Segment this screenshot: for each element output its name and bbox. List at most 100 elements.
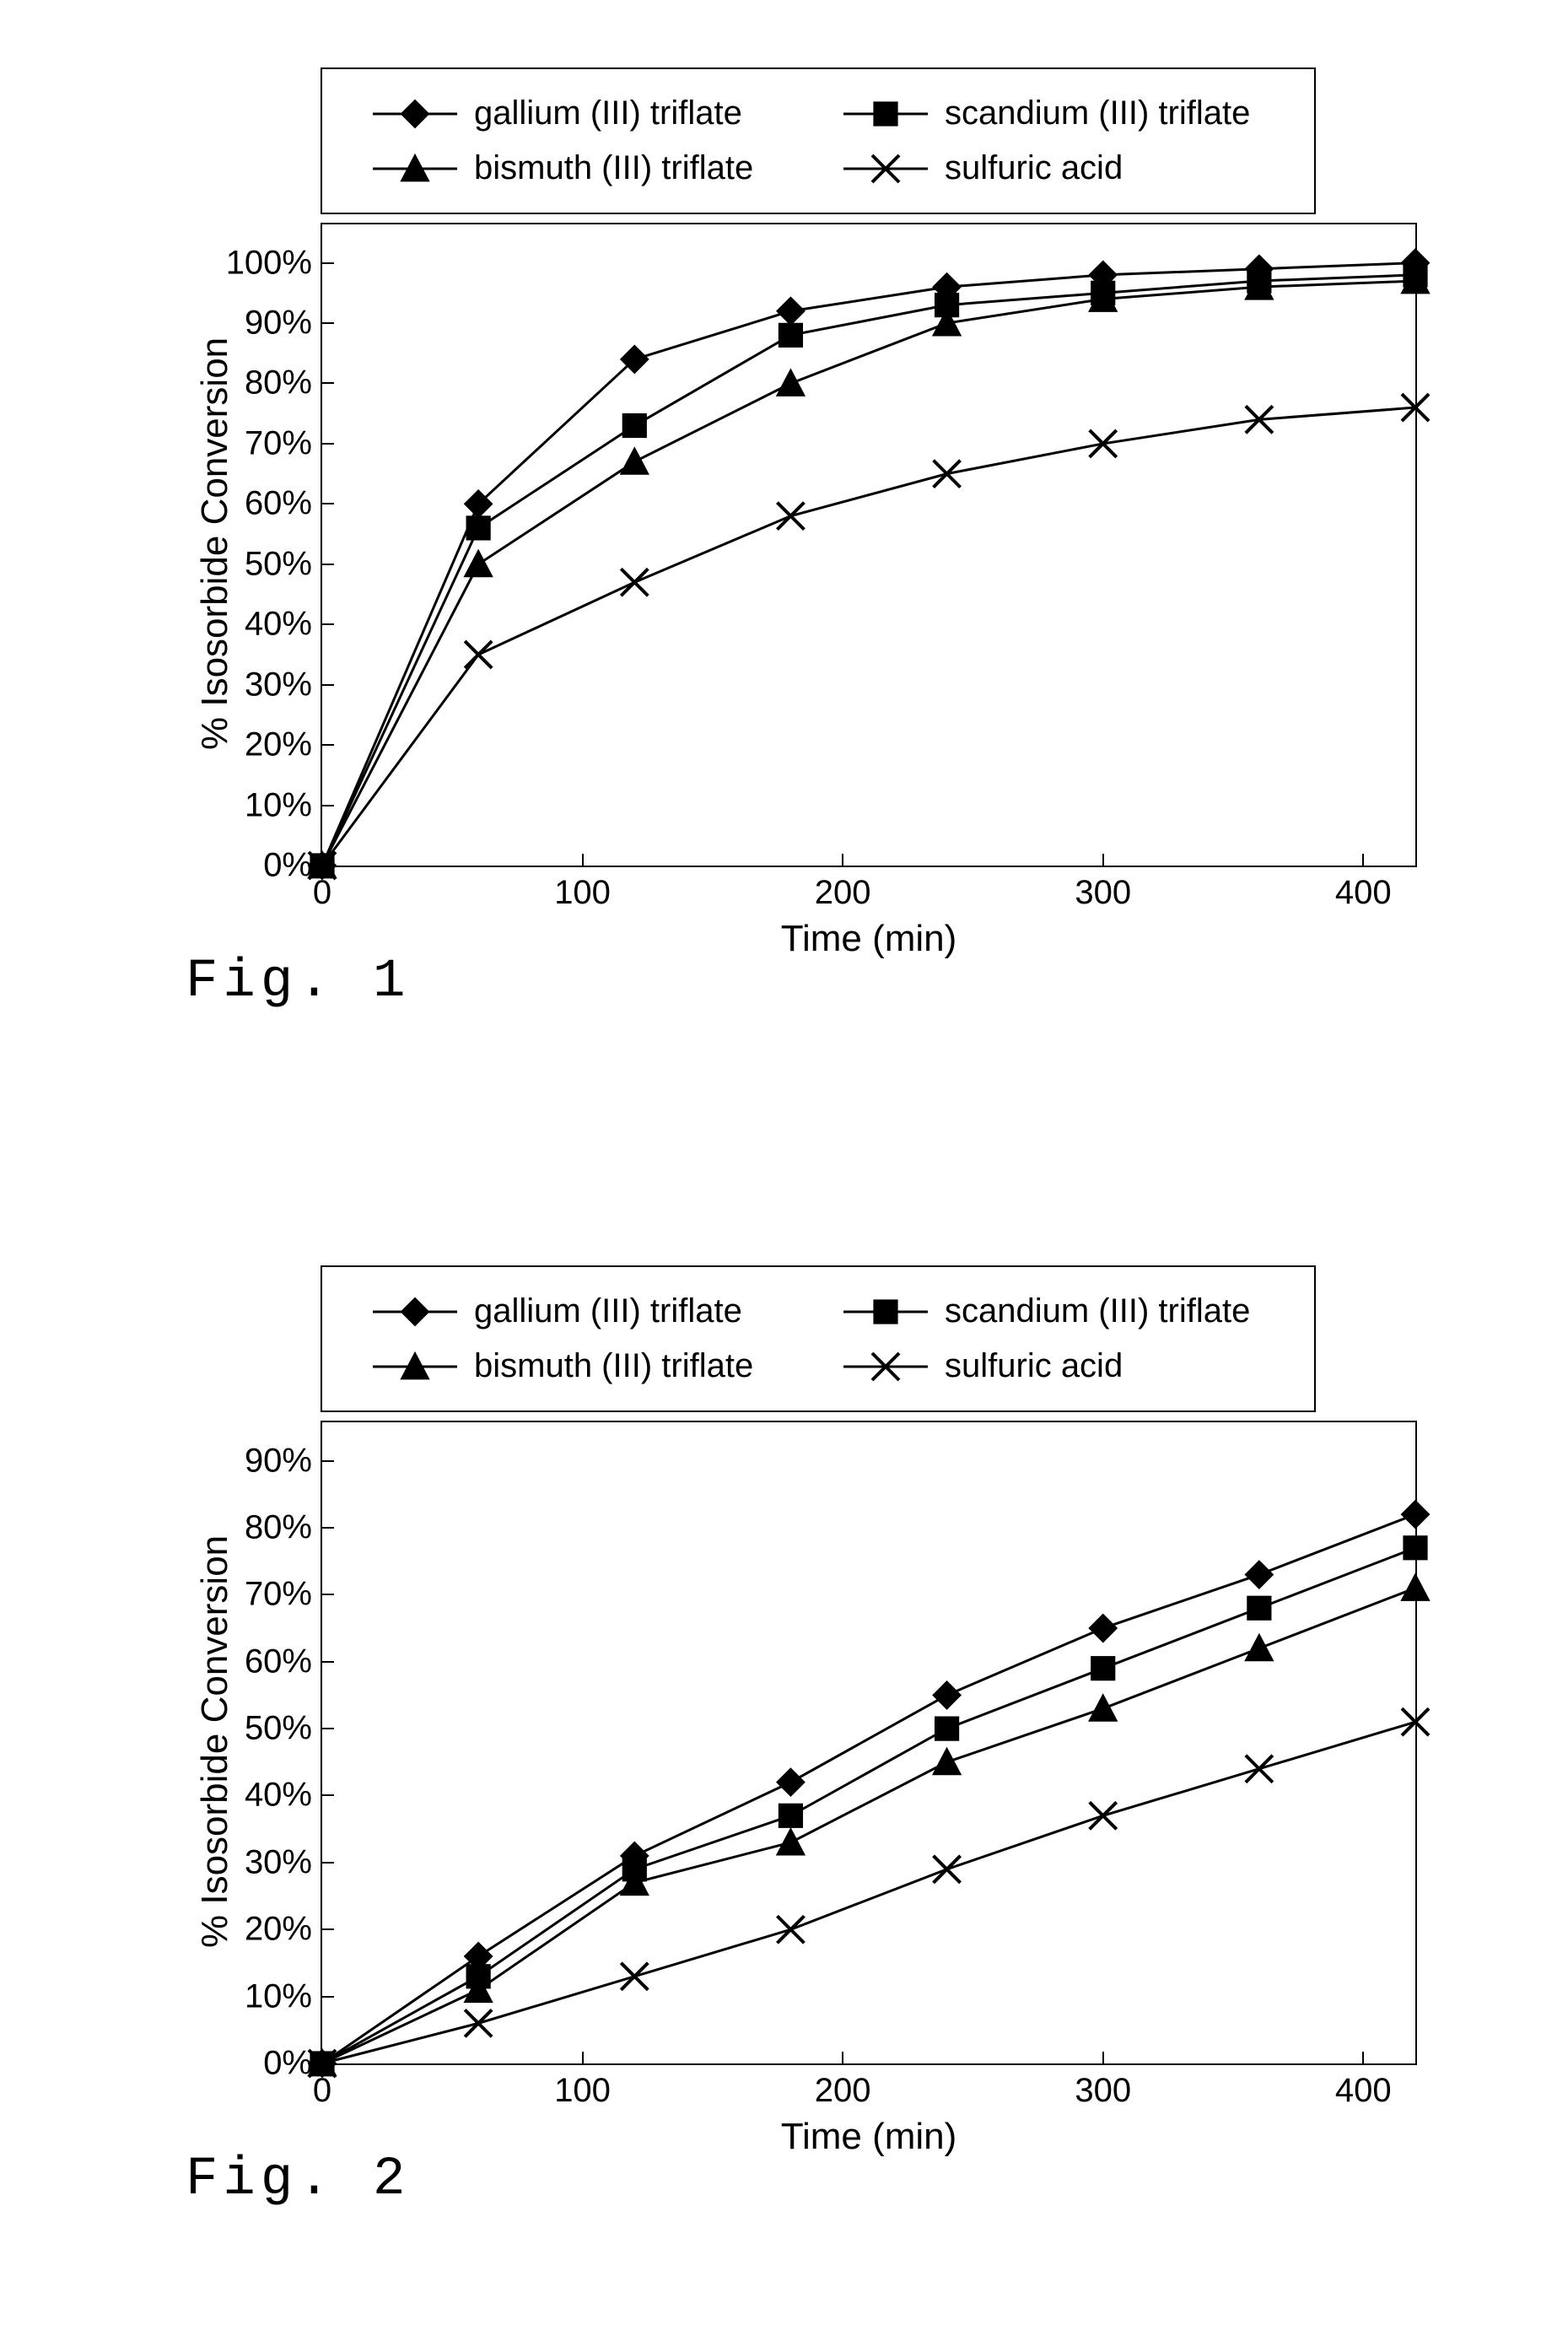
legend-label: scandium (III) triflate [945, 94, 1250, 132]
figure-caption: Fig. 1 [186, 952, 1417, 1012]
series-marker-bismuth [777, 369, 804, 395]
series-marker-sulfuric [465, 2009, 492, 2036]
gallium-marker-icon [373, 1299, 457, 1324]
legend-label: sulfuric acid [945, 1347, 1123, 1385]
y-axis-label: % Isosorbide Conversion [194, 337, 236, 749]
plot-area: 0%10%20%30%40%50%60%70%80%90%01002003004… [321, 1421, 1417, 2065]
y-tick-label: 60% [245, 1642, 312, 1680]
series-marker-bismuth [465, 551, 492, 576]
scandium-marker-icon [843, 1299, 928, 1324]
x-tick-label: 200 [815, 2072, 871, 2110]
y-tick-label: 40% [245, 606, 312, 644]
series-marker-sulfuric [777, 1916, 804, 1943]
y-tick-label: 30% [245, 666, 312, 704]
series-marker-scandium [623, 414, 646, 437]
series-marker-sulfuric [1090, 430, 1117, 457]
series-marker-scandium [1091, 1657, 1114, 1680]
x-tick-label: 400 [1335, 2072, 1392, 2110]
sulfuric-marker-icon [843, 156, 928, 181]
legend: gallium (III) triflate scandium (III) tr… [321, 1265, 1316, 1412]
y-tick-label: 0% [263, 2045, 312, 2083]
y-tick-label: 80% [245, 1508, 312, 1546]
page: gallium (III) triflate scandium (III) tr… [0, 0, 1568, 2341]
y-tick-label: 70% [245, 424, 312, 462]
scandium-marker-icon [843, 101, 928, 127]
sulfuric-marker-icon [843, 1354, 928, 1379]
series-marker-gallium [1090, 1615, 1117, 1642]
series-marker-sulfuric [621, 569, 648, 596]
y-tick-label: 20% [245, 726, 312, 764]
legend-item-bismuth: bismuth (III) triflate [373, 149, 793, 187]
series-marker-sulfuric [777, 503, 804, 530]
legend-label: bismuth (III) triflate [474, 1347, 753, 1385]
legend-label: sulfuric acid [945, 149, 1123, 187]
legend-item-sulfuric: sulfuric acid [843, 1347, 1264, 1385]
y-tick-label: 0% [263, 847, 312, 885]
series-marker-scandium [1247, 1597, 1270, 1620]
y-tick-label: 30% [245, 1843, 312, 1881]
series-marker-bismuth [777, 1829, 804, 1854]
y-tick-label: 90% [245, 305, 312, 343]
series-marker-gallium [777, 298, 804, 325]
y-tick-label: 70% [245, 1576, 312, 1614]
y-tick-label: 10% [245, 786, 312, 824]
figure-1: gallium (III) triflate scandium (III) tr… [152, 67, 1417, 1012]
series-marker-gallium [777, 1769, 804, 1796]
legend-item-sulfuric: sulfuric acid [843, 149, 1264, 187]
figure-2: gallium (III) triflate scandium (III) tr… [152, 1265, 1417, 2210]
series-marker-bismuth [1402, 1574, 1429, 1599]
legend-item-scandium: scandium (III) triflate [843, 1292, 1264, 1330]
series-marker-sulfuric [1246, 1756, 1273, 1783]
series-marker-gallium [1402, 1501, 1429, 1528]
x-tick-label: 100 [554, 2072, 611, 2110]
y-tick-label: 60% [245, 485, 312, 523]
legend-label: scandium (III) triflate [945, 1292, 1250, 1330]
y-tick-label: 50% [245, 545, 312, 583]
figure-caption: Fig. 2 [186, 2150, 1417, 2210]
bismuth-marker-icon [373, 1354, 457, 1379]
y-tick-label: 40% [245, 1777, 312, 1815]
x-tick-label: 300 [1075, 2072, 1131, 2110]
y-tick-label: 10% [245, 1977, 312, 2015]
series-marker-scandium [935, 1718, 958, 1740]
plot-area: 0%10%20%30%40%50%60%70%80%90%100%0100200… [321, 223, 1417, 867]
series-marker-sulfuric [1090, 1802, 1117, 1829]
series-line-sulfuric [322, 407, 1415, 866]
legend-label: bismuth (III) triflate [474, 149, 753, 187]
series-layer [322, 224, 1415, 866]
y-tick-label: 90% [245, 1442, 312, 1480]
y-tick-label: 80% [245, 364, 312, 402]
x-tick-label: 200 [815, 874, 871, 912]
y-tick-label: 20% [245, 1911, 312, 1949]
series-marker-gallium [1246, 1562, 1273, 1589]
series-marker-bismuth [1246, 1635, 1273, 1660]
series-marker-sulfuric [1402, 1708, 1429, 1735]
series-marker-scandium [779, 324, 802, 347]
y-axis-label: % Isosorbide Conversion [194, 1535, 236, 1947]
series-marker-bismuth [1090, 1695, 1117, 1720]
x-tick-label: 300 [1075, 874, 1131, 912]
series-marker-sulfuric [934, 1856, 961, 1883]
series-marker-scandium [467, 516, 490, 539]
gallium-marker-icon [373, 101, 457, 127]
y-tick-label: 100% [226, 244, 312, 282]
series-marker-sulfuric [621, 1963, 648, 1990]
x-tick-label: 400 [1335, 874, 1392, 912]
legend: gallium (III) triflate scandium (III) tr… [321, 67, 1316, 214]
legend-item-bismuth: bismuth (III) triflate [373, 1347, 793, 1385]
legend-item-gallium: gallium (III) triflate [373, 94, 793, 132]
x-tick-label: 100 [554, 874, 611, 912]
legend-label: gallium (III) triflate [474, 1292, 742, 1330]
series-marker-sulfuric [934, 461, 961, 488]
series-marker-scandium [779, 1804, 802, 1827]
series-layer [322, 1422, 1415, 2063]
series-marker-sulfuric [465, 641, 492, 668]
series-marker-bismuth [621, 448, 648, 473]
series-marker-gallium [934, 1681, 961, 1708]
y-tick-label: 50% [245, 1710, 312, 1748]
legend-label: gallium (III) triflate [474, 94, 742, 132]
series-marker-scandium [1404, 1536, 1426, 1559]
legend-item-gallium: gallium (III) triflate [373, 1292, 793, 1330]
series-marker-bismuth [934, 1749, 961, 1774]
bismuth-marker-icon [373, 156, 457, 181]
